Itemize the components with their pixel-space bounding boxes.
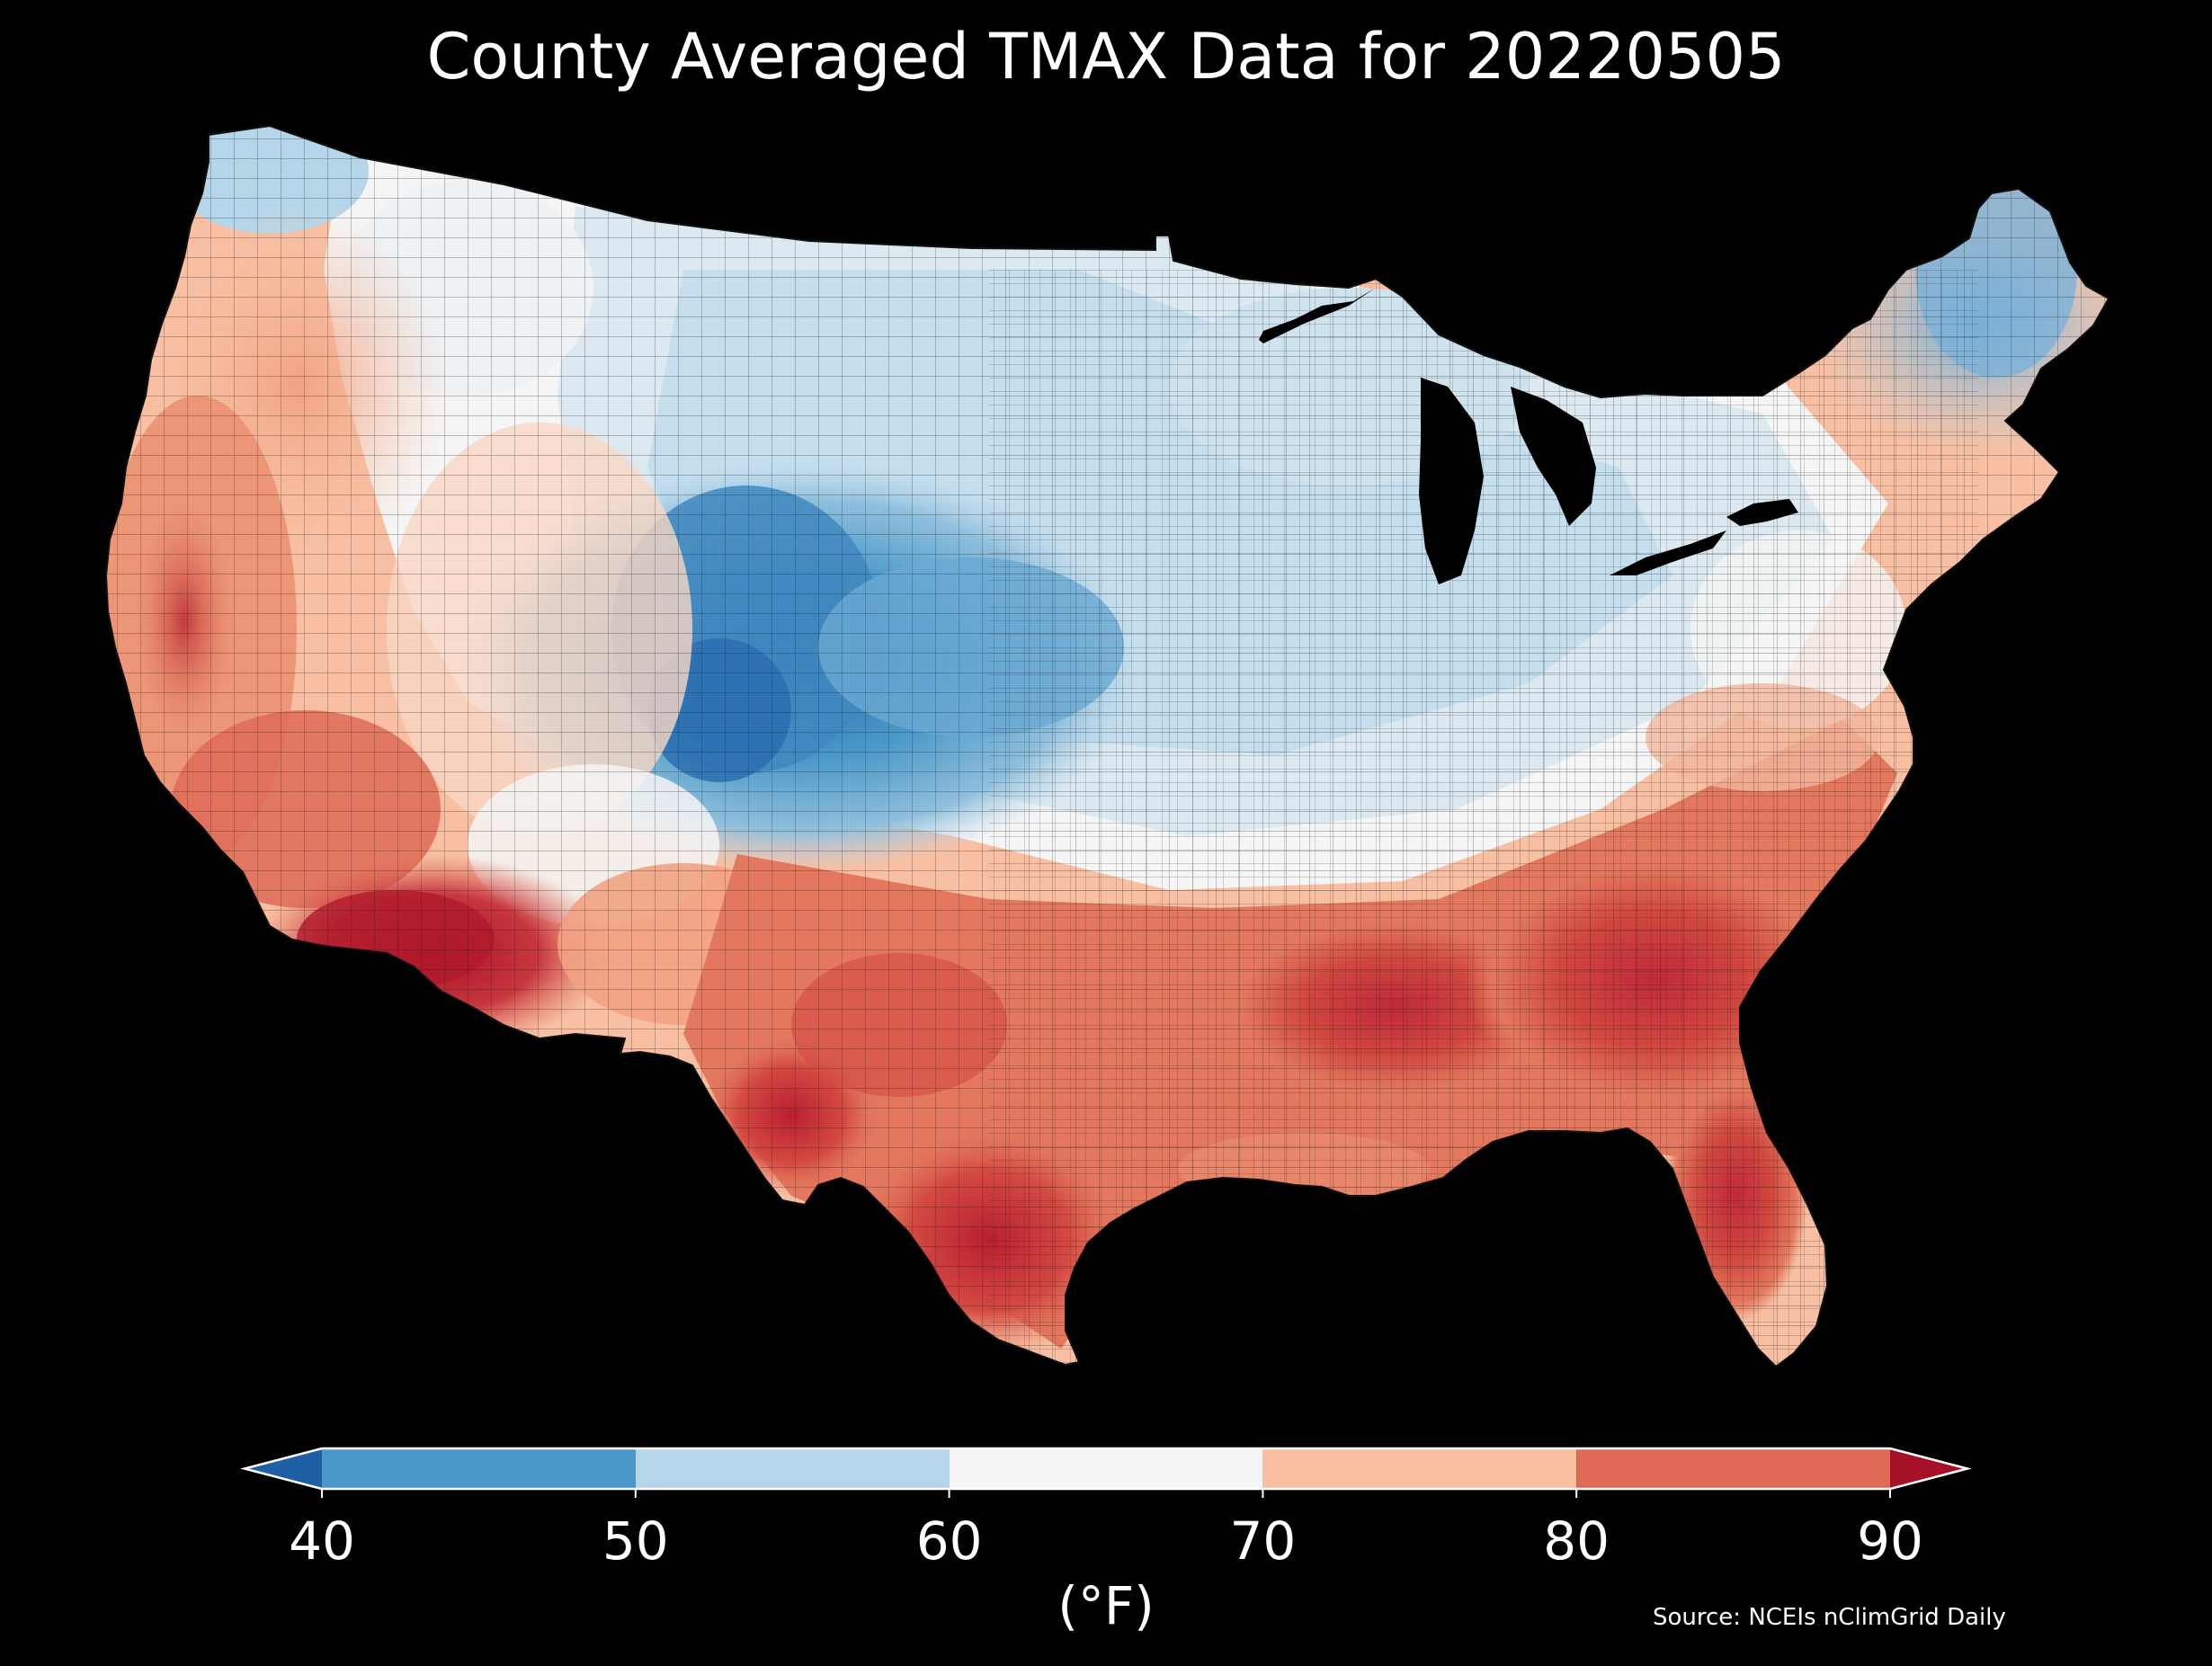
colorbar-bin: [1262, 1448, 1577, 1489]
colorbar-bin: [322, 1448, 636, 1489]
colorbar-unit-label: (°F): [1057, 1575, 1155, 1636]
colorbar-tick-label: 50: [602, 1510, 669, 1572]
colorbar-bin: [949, 1448, 1263, 1489]
great-lakes: [1259, 288, 1798, 584]
colorbar-tick-label: 80: [1543, 1510, 1610, 1572]
page-title: County Averaged TMAX Data for 20220505: [426, 20, 1786, 94]
colorbar-tick-label: 40: [289, 1510, 355, 1572]
colorbar-tick-label: 90: [1857, 1510, 1923, 1572]
colorbar-bin: [635, 1448, 950, 1489]
colorbar-tick-label: 70: [1229, 1510, 1297, 1572]
colorbar-extend-high: [1890, 1448, 1967, 1489]
colorbar-tick-label: 60: [915, 1510, 983, 1572]
colorbar-extend-low: [245, 1448, 322, 1489]
source-note: Source: NCEIs nClimGrid Daily: [1653, 1604, 2006, 1631]
colorbar-bin: [1576, 1448, 1890, 1489]
